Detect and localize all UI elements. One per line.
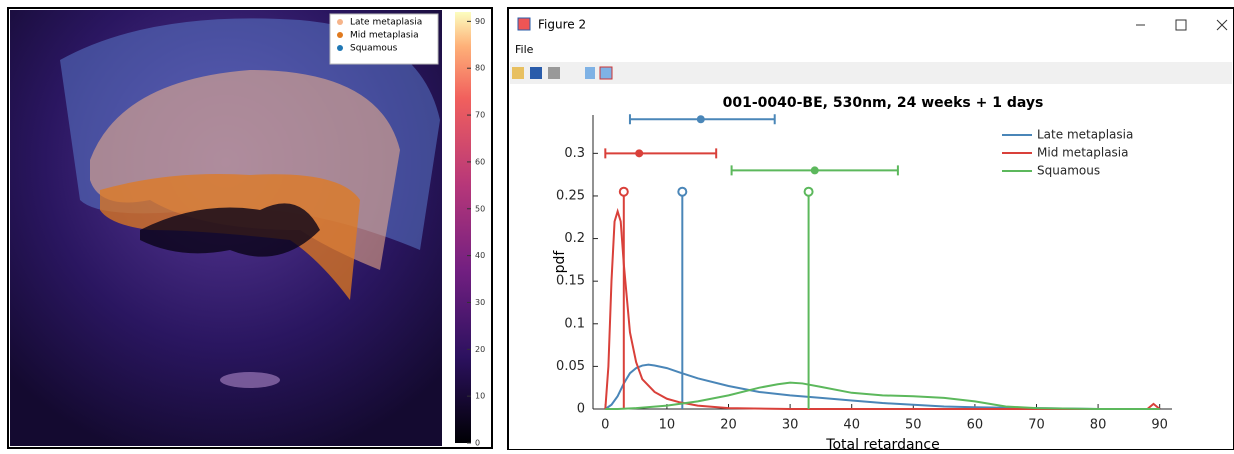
window-title: Figure 2 xyxy=(538,18,586,32)
colorbar-tick-label: 40 xyxy=(475,251,485,260)
dark-region xyxy=(140,203,320,257)
colorbar-tick-label: 10 xyxy=(475,392,485,401)
close-button[interactable] xyxy=(1216,19,1228,31)
print-tool[interactable] xyxy=(548,67,560,79)
toolbar xyxy=(510,62,1232,84)
pdf-line xyxy=(604,363,1160,410)
glare xyxy=(220,372,280,388)
image-legend xyxy=(329,13,439,65)
window-icon xyxy=(517,17,531,31)
legend-label: Late metaplasia xyxy=(350,18,422,28)
median-marker xyxy=(677,186,688,197)
x-tick-label: 80 xyxy=(1090,418,1107,433)
plot-area xyxy=(510,84,1232,448)
colorbar-tick-label: 80 xyxy=(475,64,485,73)
error-center xyxy=(635,149,644,158)
open-tool[interactable] xyxy=(512,67,524,79)
colorbar-tool[interactable] xyxy=(585,67,595,79)
x-tick-label: 30 xyxy=(782,418,799,433)
legend-tool[interactable] xyxy=(599,66,613,80)
error-bar xyxy=(604,148,718,159)
colorbar-tick-label: 0 xyxy=(475,439,480,448)
error-center xyxy=(810,166,819,175)
x-tick-label: 90 xyxy=(1151,418,1168,433)
y-axis-label: pdf xyxy=(552,250,568,274)
y-tick-label: 0 xyxy=(577,402,585,417)
colorbar-tick-label: 70 xyxy=(475,111,485,120)
menu-item[interactable]: File xyxy=(515,43,534,56)
x-tick-label: 40 xyxy=(843,418,860,433)
pdf-line xyxy=(605,381,1160,410)
legend-marker xyxy=(337,19,343,25)
x-tick-label: 60 xyxy=(967,418,984,433)
x-tick-label: 10 xyxy=(659,418,676,433)
median-marker xyxy=(803,186,814,197)
x-axis-label: Total retardance xyxy=(825,437,939,450)
median-marker xyxy=(618,186,629,197)
legend-label: Squamous xyxy=(350,44,398,54)
colorbar-tick-label: 50 xyxy=(475,204,485,213)
colorbar-tick-label: 30 xyxy=(475,298,485,307)
x-tick-label: 0 xyxy=(601,418,609,433)
legend-marker xyxy=(337,45,343,51)
x-tick-label: 50 xyxy=(905,418,922,433)
legend-label: Mid metaplasia xyxy=(1037,146,1129,160)
error-center xyxy=(696,115,705,124)
legend-label: Late metaplasia xyxy=(1037,128,1133,142)
legend-marker xyxy=(337,32,343,38)
y-tick-label: 0.25 xyxy=(556,188,585,203)
colorbar-tick-label: 20 xyxy=(475,345,485,354)
colorbar-tick-label: 90 xyxy=(475,17,485,26)
colorbar xyxy=(455,12,471,443)
colorbar-tick-label: 60 xyxy=(475,157,485,166)
y-tick-label: 0.15 xyxy=(556,274,585,289)
x-tick-label: 70 xyxy=(1028,418,1045,433)
maximize-button[interactable] xyxy=(1175,19,1187,31)
y-tick-label: 0.2 xyxy=(564,231,585,246)
y-tick-label: 0.05 xyxy=(556,359,585,374)
y-tick-label: 0.3 xyxy=(564,146,585,161)
legend-label: Mid metaplasia xyxy=(350,31,419,41)
chart-title: 001-0040-BE, 530nm, 24 weeks + 1 days xyxy=(723,95,1044,111)
y-tick-label: 0.1 xyxy=(564,316,585,331)
legend-label: Squamous xyxy=(1037,164,1100,178)
x-tick-label: 20 xyxy=(720,418,737,433)
save-tool[interactable] xyxy=(530,67,542,79)
